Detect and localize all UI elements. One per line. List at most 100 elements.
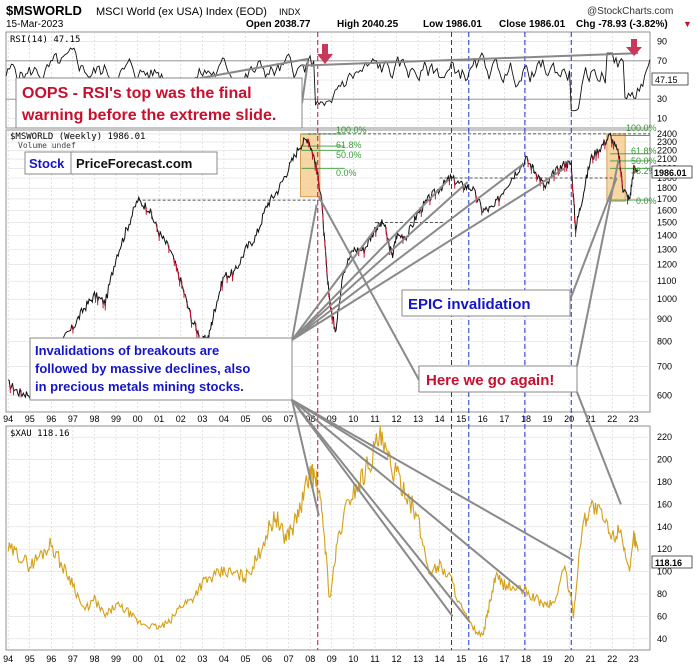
pointer-inv-2011: [291, 223, 381, 341]
price-current-tag: [651, 165, 693, 179]
price-xtick-label: 02: [176, 414, 186, 424]
fib-left-618: 61.8%: [336, 140, 362, 150]
xau-ytick-label: 160: [657, 499, 672, 509]
price-ytick-label: 1000: [657, 294, 677, 304]
xau-xtick-label: 17: [499, 654, 509, 664]
logo-rest: PriceForecast.com: [76, 156, 192, 171]
epic-box: [401, 289, 571, 317]
fib-right-50: 50.0%: [631, 156, 657, 166]
price-xtick-label: 04: [219, 414, 229, 424]
xau-panel-frame: [5, 425, 651, 651]
price-ytick-label: 1600: [657, 205, 677, 215]
xau-title: $XAU 118.16: [10, 429, 70, 439]
price-current-value: 1986.01: [654, 168, 687, 178]
here-we-go-text: Here we go again!: [426, 372, 554, 389]
price-xtick-label: 17: [499, 414, 509, 424]
xau-xtick-label: 06: [262, 654, 272, 664]
xau-ytick-label: 80: [657, 589, 667, 599]
price-ytick-label: 2100: [657, 154, 677, 164]
price-ytick-label: 2400: [657, 129, 677, 139]
price-xtick-label: 99: [111, 414, 121, 424]
pointer-inv-xau-2018: [291, 399, 525, 593]
price-xtick-label: 19: [543, 414, 553, 424]
price-xtick-label: 06: [262, 414, 272, 424]
xau-ytick-label: 100: [657, 567, 672, 577]
fib-right-0: 0.0%: [636, 196, 657, 206]
xau-ytick-label: 40: [657, 634, 667, 644]
xau-xtick-label: 00: [133, 654, 143, 664]
price-xtick-label: 12: [391, 414, 401, 424]
xau-xtick-label: 94: [3, 654, 13, 664]
price-xtick-label: 14: [435, 414, 445, 424]
rsi-current-value: 47.15: [655, 75, 678, 85]
xau-xtick-label: 20: [564, 654, 574, 664]
xau-xtick-label: 05: [240, 654, 250, 664]
price-xtick-label: 95: [25, 414, 35, 424]
price-ytick-label: 2200: [657, 145, 677, 155]
price-xtick-label: 22: [607, 414, 617, 424]
price-ytick-label: 1300: [657, 245, 677, 255]
rsi-ytick-label: 70: [657, 56, 667, 66]
xau-xtick-label: 01: [154, 654, 164, 664]
pointer-inv-2018: [291, 162, 525, 341]
xau-xtick-label: 04: [219, 654, 229, 664]
xau-xtick-label: 98: [89, 654, 99, 664]
price-ytick-label: 1100: [657, 276, 676, 286]
rsi-trendline: [301, 52, 639, 67]
rsi-trendline-early: [199, 57, 309, 80]
pointer-inv-xau-2008: [291, 399, 320, 516]
pointer-inv-2008: [291, 204, 318, 341]
xau-xtick-label: 19: [543, 654, 553, 664]
price-xtick-label: 97: [68, 414, 78, 424]
xau-xtick-label: 95: [25, 654, 35, 664]
invalidations-line-3: in precious metals mining stocks.: [35, 379, 244, 394]
pointer-inv-xau-2020: [291, 399, 574, 562]
epic-text: EPIC invalidation: [408, 296, 531, 313]
rsi-current-tag: [651, 72, 689, 86]
logo-stock: Stock: [29, 156, 65, 171]
price-xtick-label: 08: [305, 414, 315, 424]
price-ytick-label: 1800: [657, 183, 677, 193]
xau-current-value: 118.16: [655, 558, 682, 568]
pointer-rsi-note: [301, 60, 310, 104]
xau-series-line: [7, 425, 639, 638]
rsi-ytick-label: 10: [657, 113, 667, 123]
fib-left-50: 50.0%: [336, 150, 362, 160]
xau-ytick-label: 220: [657, 432, 672, 442]
price-xtick-label: 21: [586, 414, 596, 424]
xau-xtick-label: 11: [370, 654, 379, 664]
xau-ytick-label: 200: [657, 455, 672, 465]
xau-xtick-label: 14: [435, 654, 445, 664]
price-ytick-label: 2300: [657, 137, 677, 147]
xau-xtick-label: 96: [46, 654, 56, 664]
xau-xtick-label: 07: [284, 654, 294, 664]
rsi-arrow-left-icon: [317, 44, 333, 64]
xau-xtick-label: 99: [111, 654, 121, 664]
price-xtick-label: 16: [478, 414, 488, 424]
pointer-lines-layer: [291, 60, 622, 623]
price-xtick-label: 05: [240, 414, 250, 424]
price-xtick-label: 01: [154, 414, 164, 424]
rsi-ytick-label: 90: [657, 37, 667, 47]
price-ytick-label: 1500: [657, 218, 677, 228]
pointer-hwg-price: [576, 158, 620, 367]
header-name: MSCI World (ex USA) Index (EOD): [96, 6, 267, 18]
header-change-marker: ▼: [683, 19, 692, 29]
xau-xtick-label: 15: [456, 654, 466, 664]
price-xtick-label: 94: [3, 414, 13, 424]
header-close: Close 1986.01: [499, 19, 566, 30]
xau-xtick-label: 23: [629, 654, 639, 664]
xau-ytick-label: 120: [657, 544, 672, 554]
header-high: High 2040.25: [337, 19, 399, 30]
xau-xtick-label: 13: [413, 654, 423, 664]
price-xtick-label: 09: [327, 414, 337, 424]
price-xtick-label: 18: [521, 414, 531, 424]
header-symbol: $MSWORLD: [6, 3, 82, 18]
header-copyright: @StockCharts.com: [587, 6, 673, 17]
xau-xtick-label: 12: [391, 654, 401, 664]
price-ytick-label: 600: [657, 391, 672, 401]
rsi-note-line-2: warning before the extreme slide.: [21, 107, 276, 124]
fib-left-0: 0.0%: [336, 168, 357, 178]
